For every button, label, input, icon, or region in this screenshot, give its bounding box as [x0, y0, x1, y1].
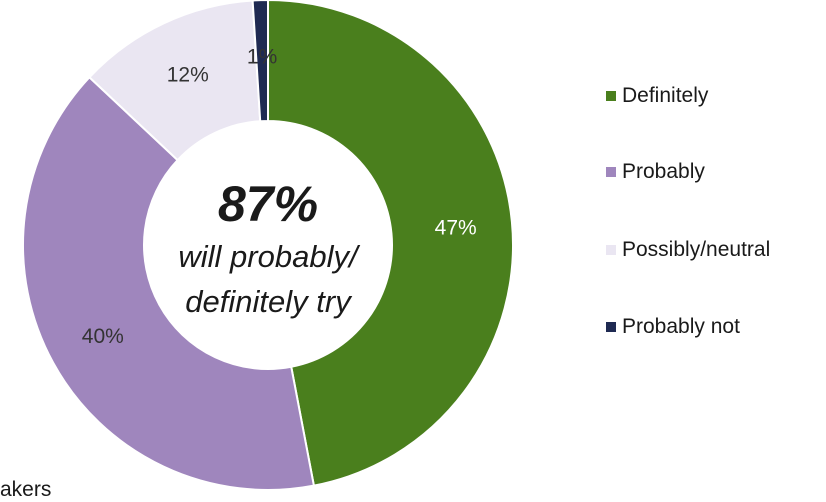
legend-item-probably: Probably: [606, 160, 705, 184]
legend-label-definitely: Definitely: [622, 84, 709, 107]
legend-swatch-probably-not: [606, 322, 616, 332]
legend-swatch-definitely: [606, 91, 616, 101]
slice-label-probably-not: 1%: [247, 46, 277, 69]
legend-item-definitely: Definitely: [606, 84, 708, 108]
slice-label-probably: 40%: [82, 325, 124, 348]
center-line-1: will probably/: [178, 239, 361, 274]
legend-swatch-probably: [606, 167, 616, 177]
slice-label-possibly-neutral: 12%: [167, 63, 209, 86]
slice-label-definitely: 47%: [435, 216, 477, 239]
legend-label-probably-not: Probably not: [622, 315, 740, 338]
slice-definitely: [267, 0, 514, 487]
cutoff-footer-text: akers: [0, 478, 52, 501]
legend-item-possibly-neutral: Possibly/neutral: [606, 238, 770, 262]
slice-labels: 47% 40% 12% 1%: [82, 46, 477, 348]
donut-slices: [22, 0, 514, 491]
center-headline: 87%: [218, 176, 318, 232]
legend-label-probably: Probably: [622, 160, 705, 183]
donut-hole: [144, 121, 392, 369]
legend-item-probably-not: Probably not: [606, 315, 740, 339]
center-line-2: definitely try: [185, 284, 353, 319]
legend-label-possibly-neutral: Possibly/neutral: [622, 238, 771, 261]
legend-swatch-possibly-neutral: [606, 245, 616, 255]
